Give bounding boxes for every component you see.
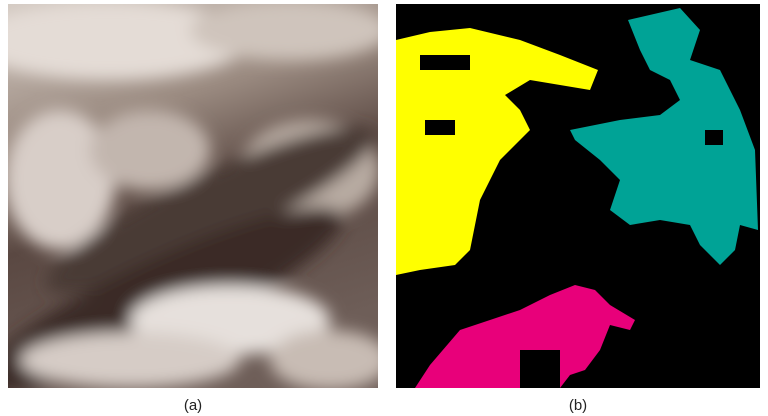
figure: (a) (b) (0, 0, 768, 416)
panel-label: (a) (184, 397, 202, 414)
panel-label: (b) (569, 397, 587, 414)
satellite-image (0, 0, 390, 416)
segmentation-map (396, 4, 760, 388)
page: (a) (b) (() => { const data = JSON.parse… (0, 0, 768, 416)
